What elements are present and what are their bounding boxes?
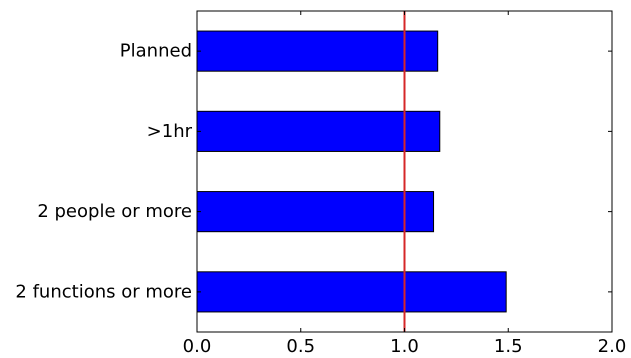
x-tick-labels: 0.0 0.5 1.0 1.5 2.0 [183,336,627,357]
y-tick-label: Planned [120,41,192,62]
x-tick-label: 1.0 [390,336,419,357]
y-tick-label: 2 people or more [37,201,192,222]
x-tick-label: 0.0 [183,336,212,357]
bar [196,110,441,152]
y-tick-labels: Planned >1hr 2 people or more 2 functions o… [15,41,192,303]
y-tick-label: >1hr [147,121,193,142]
x-tick-label: 0.5 [286,336,315,357]
y-tick-label: 2 functions or more [15,281,192,302]
bar [196,30,439,72]
x-tick-label: 1.5 [494,336,523,357]
bar [196,191,435,233]
ticks-group [196,11,613,332]
bars-group [196,30,507,313]
bar [196,271,507,313]
x-tick-label: 2.0 [598,336,627,357]
